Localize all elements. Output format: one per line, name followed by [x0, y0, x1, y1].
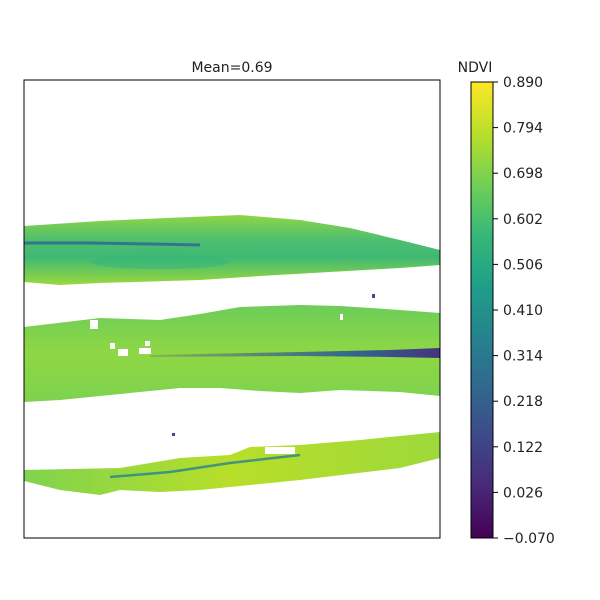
- colorbar-tick-label: −0.070: [503, 531, 555, 547]
- colorbar-tick-label: 0.314: [503, 349, 543, 365]
- colorbar-tick-label: 0.122: [503, 440, 543, 456]
- no-data-hole: [145, 341, 150, 346]
- outlier-pixel: [372, 294, 375, 298]
- colorbar-label: NDVI: [458, 60, 493, 76]
- no-data-hole: [139, 348, 151, 354]
- colorbar-tick-label: 0.698: [503, 166, 543, 182]
- colorbar-tick-label: 0.602: [503, 212, 543, 228]
- colorbar-tick-label: 0.794: [503, 121, 543, 137]
- low-ndvi-streak-3: [109, 453, 301, 479]
- low-ndvi-streak-2: [150, 348, 440, 358]
- colorbar-tick-label: 0.218: [503, 394, 543, 410]
- no-data-hole: [118, 349, 128, 356]
- colorbar-tick-label: 0.506: [503, 257, 543, 273]
- low-ndvi-patch-1: [90, 255, 230, 269]
- colorbar-tick-label: 0.410: [503, 303, 543, 319]
- no-data-hole: [110, 343, 115, 349]
- colorbar: NDVI 0.890 0.794 0.698 0.602 0.506 0.410 0.314…: [458, 60, 555, 547]
- low-ndvi-streak-1: [24, 241, 201, 247]
- no-data-hole: [265, 447, 295, 454]
- colorbar-tick-label: 0.026: [503, 485, 543, 501]
- colorbar-gradient: [470, 81, 494, 539]
- no-data-holes: [90, 314, 343, 356]
- plot-area: [23, 79, 441, 539]
- plot-frame: [23, 79, 441, 539]
- outlier-pixel: [172, 433, 175, 436]
- chart-title: Mean=0.69: [191, 60, 272, 76]
- field-strip-1: [24, 215, 440, 285]
- no-data-hole: [340, 314, 343, 320]
- no-data-hole: [90, 320, 98, 329]
- colorbar-tick-label: 0.890: [503, 75, 543, 91]
